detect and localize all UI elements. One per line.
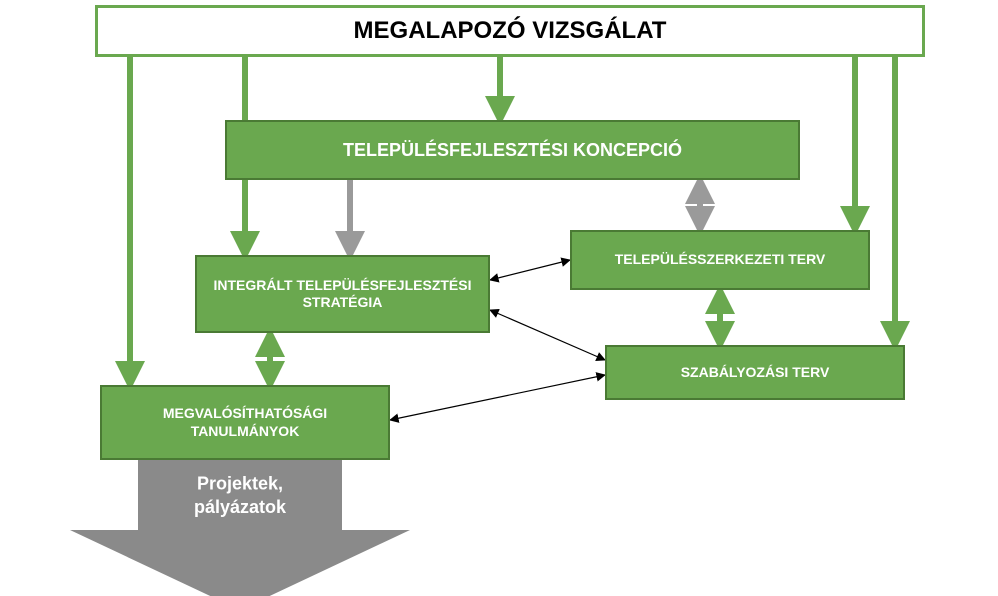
koncepcio-label: TELEPÜLÉSFEJLESZTÉSI KONCEPCIÓ bbox=[343, 139, 682, 162]
projektek-block-arrow: Projektek, pályázatok bbox=[70, 460, 410, 596]
megva-label: MEGVALÓSÍTHATÓSÁGI TANULMÁNYOK bbox=[112, 405, 378, 440]
integralt-label: INTEGRÁLT TELEPÜLÉSFEJLESZTÉSI STRATÉGIA bbox=[207, 277, 478, 312]
box-integralt: INTEGRÁLT TELEPÜLÉSFEJLESZTÉSI STRATÉGIA bbox=[195, 255, 490, 333]
szerkezeti-label: TELEPÜLÉSSZERKEZETI TERV bbox=[615, 251, 826, 269]
box-koncepcio: TELEPÜLÉSFEJLESZTÉSI KONCEPCIÓ bbox=[225, 120, 800, 180]
svg-text:Projektek,: Projektek, bbox=[197, 473, 283, 493]
svg-text:pályázatok: pályázatok bbox=[194, 497, 287, 517]
title-text: MEGALAPOZÓ VIZSGÁLAT bbox=[354, 16, 667, 46]
box-szerkezeti: TELEPÜLÉSSZERKEZETI TERV bbox=[570, 230, 870, 290]
szabalyozasi-label: SZABÁLYOZÁSI TERV bbox=[681, 364, 830, 382]
box-megvalosithatosagi: MEGVALÓSÍTHATÓSÁGI TANULMÁNYOK bbox=[100, 385, 390, 460]
title-box: MEGALAPOZÓ VIZSGÁLAT bbox=[95, 5, 925, 57]
box-szabalyozasi: SZABÁLYOZÁSI TERV bbox=[605, 345, 905, 400]
